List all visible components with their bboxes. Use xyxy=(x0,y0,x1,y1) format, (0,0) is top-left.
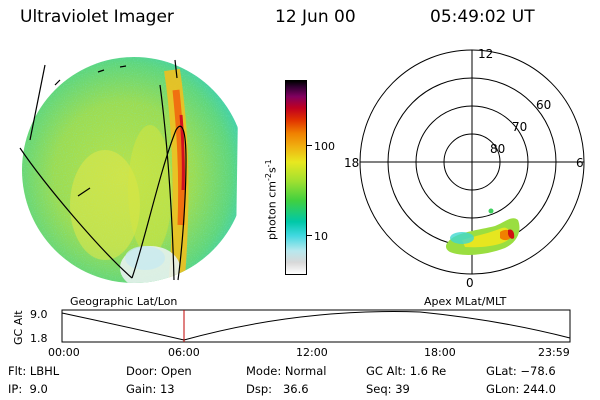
altitude-xtick-1200: 12:00 xyxy=(296,346,328,359)
mlt-label-0: 0 xyxy=(466,276,474,290)
info-mode: Mode: Normal xyxy=(246,364,327,378)
info-dsp: Dsp: 36.6 xyxy=(246,382,309,396)
info-flt: Flt: LBHL xyxy=(8,364,60,378)
info-glon: GLon: 244.0 xyxy=(486,382,556,396)
altitude-xtick-0600: 06:00 xyxy=(168,346,200,359)
mlt-label-12: 12 xyxy=(478,47,494,61)
altitude-ytick-9: 9.0 xyxy=(30,308,48,321)
altitude-ytick-1-8: 1.8 xyxy=(30,332,48,345)
lat-label-70: 70 xyxy=(512,120,528,134)
lat-label-60: 60 xyxy=(536,98,552,112)
altitude-xtick-0000: 00:00 xyxy=(48,346,80,359)
mlt-label-6: 6 xyxy=(576,156,584,170)
colorbar-label-100: 100 xyxy=(314,140,335,153)
info-seq: Seq: 39 xyxy=(366,382,410,396)
colorbar-tick-100 xyxy=(307,145,312,146)
mlt-label-18: 18 xyxy=(344,156,360,170)
altitude-xtick-1800: 18:00 xyxy=(424,346,456,359)
info-gain: Gain: 13 xyxy=(126,382,175,396)
info-glat: GLat: −78.6 xyxy=(486,364,556,378)
apex-label: Apex MLat/MLT xyxy=(424,295,507,308)
altitude-xtick-2359: 23:59 xyxy=(538,346,570,359)
colorbar-label-10: 10 xyxy=(314,230,328,243)
altitude-ylabel: GC Alt xyxy=(12,310,25,345)
instrument-title: Ultraviolet Imager xyxy=(20,7,174,27)
image-date: 12 Jun 00 xyxy=(275,7,356,27)
colorbar xyxy=(285,80,307,275)
geographic-label: Geographic Lat/Lon xyxy=(70,295,178,308)
colorbar-tick-10 xyxy=(307,235,312,236)
info-door: Door: Open xyxy=(126,364,192,378)
info-gcalt: GC Alt: 1.6 Re xyxy=(366,364,447,378)
info-ip: IP: 9.0 xyxy=(8,382,48,396)
lat-label-80: 80 xyxy=(490,142,506,156)
image-time: 05:49:02 UT xyxy=(430,7,535,27)
